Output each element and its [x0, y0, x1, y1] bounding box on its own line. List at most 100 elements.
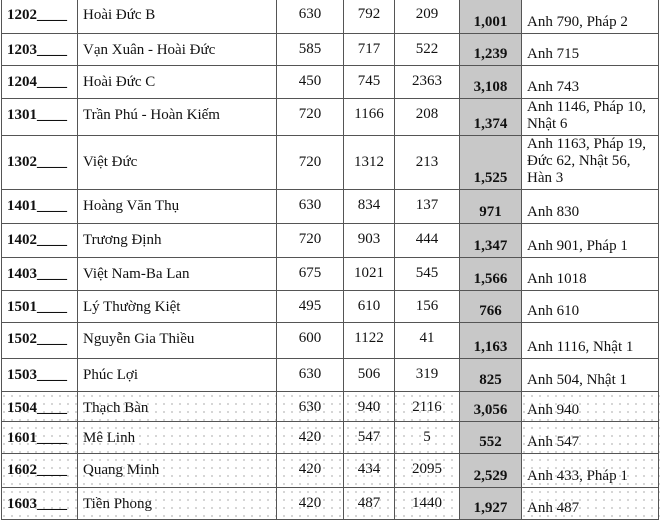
registered-2-cell: 2095	[394, 453, 460, 488]
total-cell: 2,529	[459, 453, 522, 488]
registered-2-cell: 444	[394, 223, 460, 258]
registered-2-cell: 208	[394, 98, 460, 136]
languages-cell: Anh 715	[521, 33, 659, 66]
table-row: 1601____ Mê Linh 420 547 5 552 Anh 547	[1, 421, 659, 454]
quota-cell: 585	[276, 33, 344, 66]
registered-1-cell: 940	[343, 391, 395, 422]
languages-cell: Anh 830	[521, 189, 659, 224]
quota-cell: 720	[276, 223, 344, 258]
table-row: 1203____ Vạn Xuân - Hoài Đức 585 717 522 1,23…	[1, 33, 659, 66]
registered-2-cell: 5	[394, 421, 460, 454]
quota-cell: 420	[276, 453, 344, 488]
languages-cell: Anh 1146, Pháp 10, Nhật 6	[521, 98, 659, 136]
registered-1-cell: 1122	[343, 322, 395, 359]
school-name-cell: Trương Định	[77, 223, 277, 258]
quota-cell: 630	[276, 189, 344, 224]
school-code-cell: 1501____	[1, 290, 78, 323]
table-row: 1603____ Tiền Phong 420 487 1440 1,927 Anh 487	[1, 487, 659, 520]
registered-2-cell: 319	[394, 358, 460, 392]
table-row: 1202____ Hoài Đức B 630 792 209 1,001 Anh 790,…	[1, 0, 659, 34]
registered-1-cell: 547	[343, 421, 395, 454]
quota-cell: 630	[276, 391, 344, 422]
quota-cell: 720	[276, 98, 344, 136]
quota-cell: 450	[276, 65, 344, 99]
school-name-cell: Lý Thường Kiệt	[77, 290, 277, 323]
registered-1-cell: 834	[343, 189, 395, 224]
languages-cell: Anh 1163, Pháp 19, Đức 62, Nhật 56, Hàn …	[521, 135, 659, 190]
languages-cell: Anh 433, Pháp 1	[521, 453, 659, 488]
school-code-cell: 1402____	[1, 223, 78, 258]
school-code-cell: 1203____	[1, 33, 78, 66]
school-name-cell: Hoài Đức B	[77, 0, 277, 34]
registered-2-cell: 545	[394, 257, 460, 291]
school-code-cell: 1602____	[1, 453, 78, 488]
school-name-cell: Thạch Bàn	[77, 391, 277, 422]
registered-2-cell: 522	[394, 33, 460, 66]
quota-cell: 420	[276, 421, 344, 454]
languages-cell: Anh 1018	[521, 257, 659, 291]
school-code-cell: 1502____	[1, 322, 78, 359]
table-row: 1301____ Trần Phú - Hoàn Kiếm 720 1166 208 1,…	[1, 98, 659, 136]
languages-cell: Anh 790, Pháp 2	[521, 0, 659, 34]
languages-cell: Anh 547	[521, 421, 659, 454]
languages-cell: Anh 901, Pháp 1	[521, 223, 659, 258]
school-name-cell: Vạn Xuân - Hoài Đức	[77, 33, 277, 66]
registered-1-cell: 717	[343, 33, 395, 66]
quota-cell: 495	[276, 290, 344, 323]
registered-1-cell: 745	[343, 65, 395, 99]
total-cell: 1,163	[459, 322, 522, 359]
total-cell: 1,001	[459, 0, 522, 34]
school-code-cell: 1503____	[1, 358, 78, 392]
total-cell: 1,525	[459, 135, 522, 190]
school-code-cell: 1204____	[1, 65, 78, 99]
table-row: 1503____ Phúc Lợi 630 506 319 825 Anh 504, Nhậ…	[1, 358, 659, 392]
school-name-cell: Hoài Đức C	[77, 65, 277, 99]
school-code-cell: 1504____	[1, 391, 78, 422]
total-cell: 1,927	[459, 487, 522, 520]
table-row: 1501____ Lý Thường Kiệt 495 610 156 766 Anh 61…	[1, 290, 659, 323]
school-code-cell: 1301____	[1, 98, 78, 136]
school-name-cell: Mê Linh	[77, 421, 277, 454]
registered-1-cell: 1166	[343, 98, 395, 136]
table-row: 1403____ Việt Nam-Ba Lan 675 1021 545 1,566 An…	[1, 257, 659, 291]
total-cell: 552	[459, 421, 522, 454]
table-row: 1602____ Quang Minh 420 434 2095 2,529 Anh 433…	[1, 453, 659, 488]
languages-cell: Anh 610	[521, 290, 659, 323]
school-name-cell: Quang Minh	[77, 453, 277, 488]
languages-cell: Anh 940	[521, 391, 659, 422]
registered-1-cell: 1021	[343, 257, 395, 291]
total-cell: 766	[459, 290, 522, 323]
total-cell: 1,374	[459, 98, 522, 136]
table-row: 1502____ Nguyễn Gia Thiều 600 1122 41 1,163 An…	[1, 322, 659, 359]
table-row: 1504____ Thạch Bàn 630 940 2116 3,056 Anh 940	[1, 391, 659, 422]
registered-2-cell: 137	[394, 189, 460, 224]
school-code-cell: 1302____	[1, 135, 78, 190]
registered-2-cell: 41	[394, 322, 460, 359]
quota-cell: 420	[276, 487, 344, 520]
registered-1-cell: 610	[343, 290, 395, 323]
total-cell: 1,347	[459, 223, 522, 258]
registered-1-cell: 792	[343, 0, 395, 34]
school-name-cell: Việt Đức	[77, 135, 277, 190]
registered-2-cell: 1440	[394, 487, 460, 520]
quota-cell: 630	[276, 358, 344, 392]
quota-cell: 675	[276, 257, 344, 291]
registered-1-cell: 903	[343, 223, 395, 258]
languages-cell: Anh 504, Nhật 1	[521, 358, 659, 392]
registered-2-cell: 213	[394, 135, 460, 190]
school-name-cell: Hoàng Văn Thụ	[77, 189, 277, 224]
registered-2-cell: 2116	[394, 391, 460, 422]
registered-2-cell: 209	[394, 0, 460, 34]
registered-1-cell: 1312	[343, 135, 395, 190]
school-name-cell: Trần Phú - Hoàn Kiếm	[77, 98, 277, 136]
quota-cell: 630	[276, 0, 344, 34]
registered-2-cell: 2363	[394, 65, 460, 99]
total-cell: 3,056	[459, 391, 522, 422]
total-cell: 971	[459, 189, 522, 224]
table-row: 1302____ Việt Đức 720 1312 213 1,525 Anh 1163,…	[1, 135, 659, 190]
languages-cell: Anh 487	[521, 487, 659, 520]
total-cell: 825	[459, 358, 522, 392]
school-name-cell: Việt Nam-Ba Lan	[77, 257, 277, 291]
registered-1-cell: 506	[343, 358, 395, 392]
